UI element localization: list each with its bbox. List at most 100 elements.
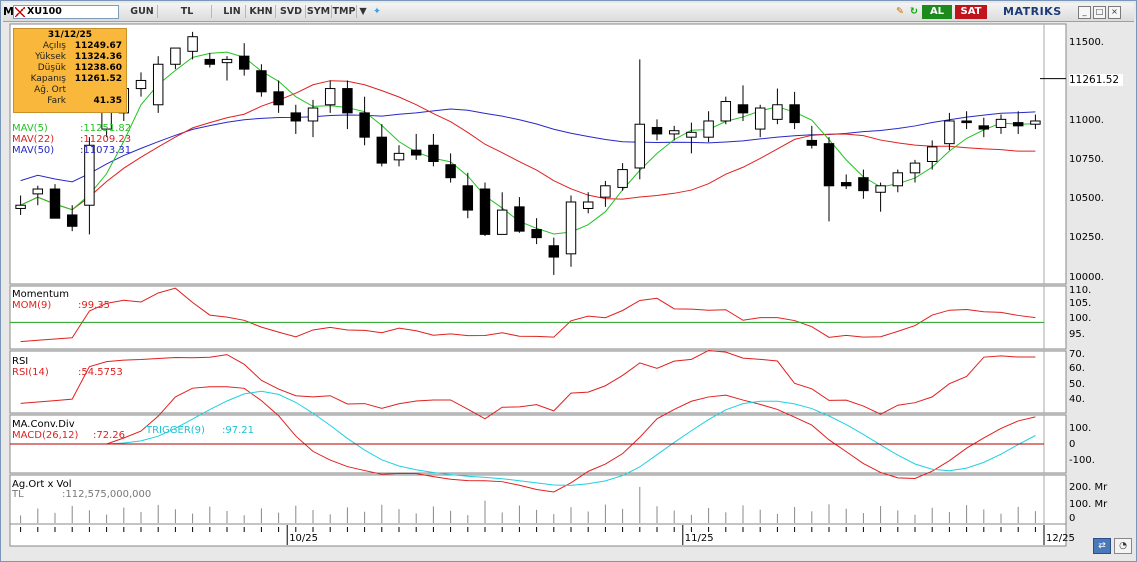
trigger-line xyxy=(20,390,1036,486)
close-button[interactable]: × xyxy=(1108,6,1121,19)
info-open-label: Açılış xyxy=(42,41,66,51)
volume-label: TL xyxy=(12,489,24,500)
trigger-label: TRIGGER(9) xyxy=(146,425,205,436)
mav22-value: :11209.23 xyxy=(80,134,132,145)
momentum-title: Momentum xyxy=(12,289,69,300)
candle-body xyxy=(479,188,491,235)
matriks-logo-icon: M xyxy=(3,5,14,18)
candle-body xyxy=(565,201,577,255)
candle-body xyxy=(66,214,78,227)
x-label: 12/25 xyxy=(1046,533,1075,544)
rsi-line xyxy=(20,349,1036,420)
minimize-button[interactable]: _ xyxy=(1078,6,1091,19)
info-close-value: 11261.52 xyxy=(74,74,122,84)
candle-body xyxy=(668,130,680,135)
mom-y-tick: 100. xyxy=(1069,313,1092,324)
panel-2 xyxy=(9,350,1067,414)
candle-body xyxy=(410,149,422,156)
ohlc-info-box: 31/12/25 Açılış 11249.67 Yüksek 11324.36 D… xyxy=(13,28,127,113)
candle-body xyxy=(445,164,456,179)
candle-body xyxy=(1012,122,1024,127)
mav50-value: :11073.31 xyxy=(80,145,132,156)
buy-button[interactable]: AL xyxy=(922,5,952,19)
svd-button[interactable]: SVD xyxy=(277,5,306,18)
candle-body xyxy=(944,120,955,145)
candle-body xyxy=(170,47,181,65)
candle-body xyxy=(909,162,921,174)
info-diff-value: 41.35 xyxy=(93,96,122,106)
candle-body xyxy=(187,36,198,52)
candle-body xyxy=(634,123,646,169)
candle-body xyxy=(256,70,267,93)
info-date: 31/12/25 xyxy=(47,30,93,40)
pencil-icon[interactable]: ✎ xyxy=(896,6,904,17)
sell-button[interactable]: SAT xyxy=(955,5,987,19)
mav5-label: MAV(5) xyxy=(12,123,48,134)
khn-button[interactable]: KHN xyxy=(247,5,276,18)
rsi-y-tick: 70. xyxy=(1069,349,1085,360)
candle-body xyxy=(892,172,904,187)
time-axis xyxy=(9,523,1067,547)
info-high-label: Yüksek xyxy=(35,52,66,62)
twitter-icon[interactable]: ✦ xyxy=(373,6,381,17)
brand-logo: MATRIKS xyxy=(1003,5,1062,18)
settings-icon[interactable]: ◔ xyxy=(1114,538,1132,554)
macd-value: :72.26 xyxy=(93,430,125,441)
symbol-box[interactable]: XU100 xyxy=(13,5,119,19)
momentum-line xyxy=(20,287,1036,343)
candle-body xyxy=(342,88,353,114)
panel-1 xyxy=(9,285,1067,350)
candle-body xyxy=(548,245,560,258)
gun-button[interactable]: GUN xyxy=(127,5,158,18)
tmp-button[interactable]: TMP xyxy=(332,5,357,18)
rsi-y-tick: 60. xyxy=(1069,363,1085,374)
macd-y-tick: 100. xyxy=(1069,423,1092,434)
x-label: 11/25 xyxy=(684,533,714,544)
tl-button[interactable]: TL xyxy=(163,5,212,18)
lin-button[interactable]: LIN xyxy=(219,5,246,18)
rsi-y-tick: 40. xyxy=(1069,394,1085,405)
candle-body xyxy=(823,143,835,187)
info-low-label: Düşük xyxy=(37,63,66,73)
candle-body xyxy=(978,125,990,130)
candle-body xyxy=(290,112,302,122)
candle-body xyxy=(600,185,611,198)
close-symbol-icon[interactable] xyxy=(15,6,25,17)
candle-body xyxy=(393,152,405,161)
candle-body xyxy=(772,104,783,120)
maximize-button[interactable]: □ xyxy=(1093,6,1106,19)
candle-body xyxy=(49,188,61,219)
candle-body xyxy=(995,118,1007,128)
mom-value: :99.35 xyxy=(78,300,110,311)
macd-title: MA.Conv.Div xyxy=(12,419,75,430)
macd-y-tick: -100. xyxy=(1069,455,1095,466)
trigger-value: :97.21 xyxy=(222,425,254,436)
candle-body xyxy=(496,209,508,235)
rsi-y-tick: 50. xyxy=(1069,379,1085,390)
mav50-line xyxy=(20,108,1036,183)
mom-y-tick: 110. xyxy=(1069,285,1092,296)
vol-y-tick: 100. Mr xyxy=(1069,499,1108,510)
link-chart-icon[interactable]: ⇄ xyxy=(1093,538,1111,554)
candle-body xyxy=(1030,120,1041,125)
dropdown-arrow-icon[interactable]: ▼ xyxy=(359,6,367,17)
y-tick: 10000. xyxy=(1069,272,1104,283)
panel-0 xyxy=(9,23,1067,285)
panel-4 xyxy=(9,474,1067,525)
refresh-icon[interactable]: ↻ xyxy=(910,6,918,17)
mav22-label: MAV(22) xyxy=(12,134,55,145)
candle-body xyxy=(961,120,972,124)
candle-body xyxy=(754,107,766,130)
volume-value: :112,575,000,000 xyxy=(62,489,152,500)
mom-y-tick: 95. xyxy=(1069,329,1085,340)
info-close-label: Kapanış xyxy=(30,74,66,84)
candle-body xyxy=(84,144,95,206)
sym-button[interactable]: SYM xyxy=(306,5,332,18)
candle-body xyxy=(651,126,663,135)
info-open-value: 11249.67 xyxy=(74,41,122,51)
mav5-value: :11251.82 xyxy=(80,123,132,134)
mom-label: MOM(9) xyxy=(12,300,52,311)
candle-body xyxy=(135,79,147,90)
macd-label: MACD(26,12) xyxy=(12,430,79,441)
